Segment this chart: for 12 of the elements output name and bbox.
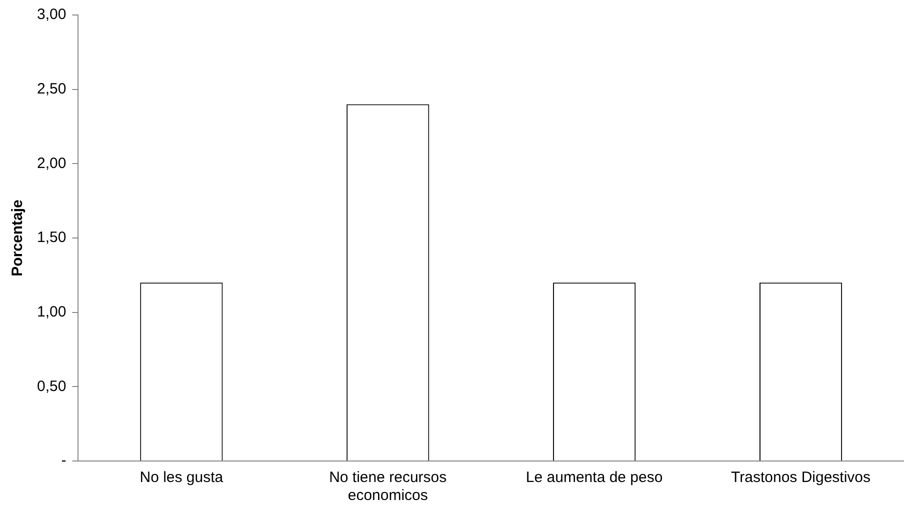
x-tick-label: Trastonos Digestivos [731, 469, 871, 486]
x-tick-label: No les gusta [140, 469, 224, 486]
y-tick-label: 2,50 [36, 80, 66, 98]
x-tick-label: Le aumenta de peso [526, 469, 663, 486]
y-tick-label: 1,00 [36, 303, 66, 320]
y-tick-label: 1,50 [36, 229, 66, 246]
x-tick-label: No tiene recursos economicos [329, 469, 447, 504]
y-tick-label: 0,50 [36, 378, 66, 395]
y-tick-label: - [61, 452, 66, 470]
y-tick-label: 3,00 [36, 6, 66, 24]
y-tick-label: 2,00 [36, 154, 66, 172]
y-axis-title: Porcentaje [9, 200, 26, 276]
